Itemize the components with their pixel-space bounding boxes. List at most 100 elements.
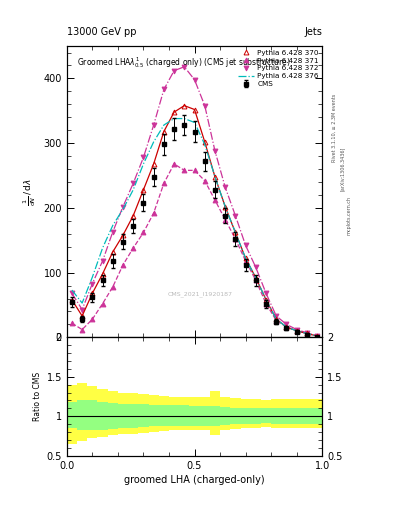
Pythia 6.428 371 [90, 316, 95, 322]
Pythia 6.428 376 [213, 174, 217, 180]
Pythia 6.428 372 [253, 264, 258, 270]
X-axis label: groomed LHA (charged-only): groomed LHA (charged-only) [124, 475, 265, 485]
Pythia 6.428 371 [223, 217, 228, 223]
Pythia 6.428 371 [305, 330, 309, 336]
Pythia 6.428 376 [233, 229, 238, 236]
Pythia 6.428 376 [110, 222, 115, 228]
Pythia 6.428 372 [192, 77, 197, 83]
Pythia 6.428 371 [182, 167, 187, 174]
Pythia 6.428 372 [223, 184, 228, 190]
Legend: Pythia 6.428 370, Pythia 6.428 371, Pythia 6.428 372, Pythia 6.428 376, CMS: Pythia 6.428 370, Pythia 6.428 371, Pyth… [237, 48, 320, 89]
Line: Pythia 6.428 372: Pythia 6.428 372 [70, 65, 320, 338]
Pythia 6.428 376 [90, 274, 95, 280]
Pythia 6.428 372 [264, 290, 268, 296]
Pythia 6.428 370 [90, 290, 95, 296]
Pythia 6.428 376 [121, 206, 125, 212]
Pythia 6.428 371 [202, 178, 207, 184]
Pythia 6.428 371 [141, 229, 146, 236]
Pythia 6.428 376 [151, 139, 156, 145]
Pythia 6.428 371 [274, 317, 279, 324]
Pythia 6.428 371 [264, 301, 268, 307]
Pythia 6.428 372 [172, 68, 176, 74]
Pythia 6.428 371 [80, 327, 84, 333]
Text: Groomed LHA$\lambda^1_{0.5}$ (charged only) (CMS jet substructure): Groomed LHA$\lambda^1_{0.5}$ (charged on… [77, 55, 291, 70]
Pythia 6.428 371 [213, 197, 217, 203]
Pythia 6.428 370 [243, 255, 248, 262]
Pythia 6.428 371 [233, 236, 238, 242]
Pythia 6.428 370 [182, 102, 187, 109]
Pythia 6.428 372 [90, 281, 95, 287]
Pythia 6.428 376 [162, 122, 166, 128]
Pythia 6.428 371 [172, 161, 176, 167]
Pythia 6.428 372 [121, 204, 125, 210]
Pythia 6.428 370 [274, 316, 279, 322]
Pythia 6.428 376 [202, 141, 207, 147]
Pythia 6.428 376 [131, 187, 136, 193]
Pythia 6.428 372 [80, 307, 84, 313]
Pythia 6.428 370 [100, 271, 105, 277]
Y-axis label: Ratio to CMS: Ratio to CMS [33, 372, 42, 421]
Line: Pythia 6.428 371: Pythia 6.428 371 [70, 161, 320, 338]
Pythia 6.428 372 [70, 290, 74, 296]
Pythia 6.428 372 [233, 212, 238, 219]
Pythia 6.428 370 [253, 275, 258, 281]
Pythia 6.428 372 [284, 322, 289, 328]
Pythia 6.428 370 [315, 333, 320, 339]
Pythia 6.428 370 [294, 328, 299, 334]
Pythia 6.428 370 [213, 174, 217, 180]
Pythia 6.428 372 [162, 87, 166, 93]
Pythia 6.428 372 [202, 102, 207, 109]
Pythia 6.428 371 [131, 245, 136, 251]
Pythia 6.428 371 [70, 320, 74, 326]
Pythia 6.428 371 [253, 278, 258, 284]
Pythia 6.428 371 [315, 333, 320, 339]
Text: Rivet 3.1.10, ≥ 2.3M events: Rivet 3.1.10, ≥ 2.3M events [332, 94, 337, 162]
Pythia 6.428 370 [110, 249, 115, 255]
Pythia 6.428 370 [121, 232, 125, 238]
Pythia 6.428 370 [305, 330, 309, 336]
Pythia 6.428 371 [151, 210, 156, 216]
Pythia 6.428 372 [315, 333, 320, 339]
Pythia 6.428 376 [80, 300, 84, 306]
Pythia 6.428 371 [121, 262, 125, 268]
Pythia 6.428 372 [100, 258, 105, 264]
Pythia 6.428 376 [182, 116, 187, 122]
Pythia 6.428 372 [305, 330, 309, 336]
Pythia 6.428 376 [315, 333, 320, 339]
Line: Pythia 6.428 370: Pythia 6.428 370 [70, 103, 320, 338]
Pythia 6.428 376 [274, 316, 279, 322]
Pythia 6.428 370 [131, 212, 136, 219]
Pythia 6.428 371 [110, 284, 115, 290]
Pythia 6.428 376 [294, 328, 299, 334]
Pythia 6.428 370 [141, 187, 146, 193]
Pythia 6.428 371 [284, 324, 289, 330]
Text: Jets: Jets [305, 27, 322, 37]
Pythia 6.428 370 [162, 129, 166, 135]
Pythia 6.428 372 [151, 122, 156, 128]
Pythia 6.428 371 [192, 167, 197, 174]
Text: 13000 GeV pp: 13000 GeV pp [67, 27, 136, 37]
Pythia 6.428 370 [80, 313, 84, 319]
Text: CMS_2021_I1920187: CMS_2021_I1920187 [167, 291, 232, 296]
Pythia 6.428 370 [264, 297, 268, 303]
Text: [arXiv:1306.3436]: [arXiv:1306.3436] [340, 147, 345, 191]
Pythia 6.428 376 [243, 255, 248, 262]
Pythia 6.428 372 [182, 63, 187, 70]
Pythia 6.428 371 [243, 258, 248, 264]
Pythia 6.428 376 [192, 119, 197, 125]
Pythia 6.428 370 [223, 204, 228, 210]
Pythia 6.428 370 [284, 324, 289, 330]
Pythia 6.428 372 [243, 242, 248, 248]
Pythia 6.428 370 [192, 106, 197, 113]
Line: Pythia 6.428 376: Pythia 6.428 376 [72, 119, 317, 336]
Pythia 6.428 370 [70, 297, 74, 303]
Pythia 6.428 376 [253, 275, 258, 281]
Pythia 6.428 376 [70, 287, 74, 293]
Pythia 6.428 376 [172, 116, 176, 122]
Pythia 6.428 372 [294, 327, 299, 333]
Pythia 6.428 371 [100, 301, 105, 307]
Y-axis label: $\frac{1}{\mathrm{d}N}\,/\,\mathrm{d}\lambda$: $\frac{1}{\mathrm{d}N}\,/\,\mathrm{d}\la… [21, 178, 38, 206]
Pythia 6.428 371 [294, 328, 299, 334]
Pythia 6.428 372 [274, 313, 279, 319]
Pythia 6.428 376 [305, 330, 309, 336]
